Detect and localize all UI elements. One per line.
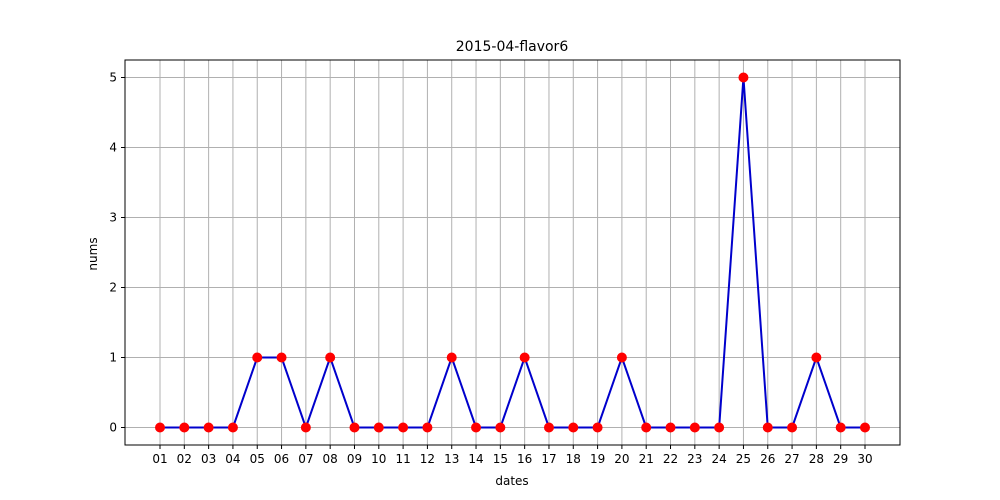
data-point [811, 352, 822, 363]
y-tick-label: 3 [109, 211, 117, 225]
x-tick-label: 14 [468, 452, 483, 466]
x-tick-label: 06 [274, 452, 289, 466]
data-point [300, 422, 311, 433]
data-point [543, 422, 554, 433]
x-tick-label: 24 [711, 452, 726, 466]
data-point [325, 352, 336, 363]
x-tick-label: 11 [395, 452, 410, 466]
data-point [641, 422, 652, 433]
data-point [446, 352, 457, 363]
x-tick-label: 17 [541, 452, 556, 466]
grid-lines [125, 60, 900, 445]
x-tick-label: 10 [371, 452, 386, 466]
x-tick-label: 04 [225, 452, 240, 466]
y-tick-label: 2 [109, 281, 117, 295]
x-tick-label: 21 [639, 452, 654, 466]
data-point [568, 422, 579, 433]
y-tick-label: 1 [109, 351, 117, 365]
x-tick-label: 13 [444, 452, 459, 466]
data-point [787, 422, 798, 433]
data-point [179, 422, 190, 433]
data-point [398, 422, 409, 433]
data-point [203, 422, 214, 433]
data-point [227, 422, 238, 433]
plot-frame [124, 59, 901, 446]
y-tick-label: 0 [109, 421, 117, 435]
x-tick-label: 12 [420, 452, 435, 466]
x-axis-ticks: 01 02 03 04 05 06 07 08 09 10 11 12 13 14 15 16 17 18 19 20… [152, 445, 873, 466]
x-tick-label: 08 [323, 452, 338, 466]
data-point [495, 422, 506, 433]
x-tick-label: 02 [177, 452, 192, 466]
x-tick-label: 15 [493, 452, 508, 466]
y-axis-ticks: 0 1 2 3 4 5 [109, 71, 125, 435]
x-tick-label: 29 [833, 452, 848, 466]
data-point [616, 352, 627, 363]
x-tick-label: 07 [298, 452, 313, 466]
x-axis-label: dates [495, 474, 528, 488]
x-tick-label: 01 [152, 452, 167, 466]
chart-title: 2015-04-flavor6 [456, 39, 569, 55]
y-tick-label: 4 [109, 141, 117, 155]
data-point [422, 422, 433, 433]
x-tick-label: 18 [566, 452, 581, 466]
x-tick-label: 28 [809, 452, 824, 466]
x-tick-label: 09 [347, 452, 362, 466]
data-markers [155, 72, 870, 433]
data-point [349, 422, 360, 433]
x-tick-label: 26 [760, 452, 775, 466]
x-tick-label: 23 [687, 452, 702, 466]
data-point [592, 422, 603, 433]
data-point [762, 422, 773, 433]
data-point [373, 422, 384, 433]
data-point [835, 422, 846, 433]
data-point [519, 352, 530, 363]
y-axis-label: nums [86, 237, 100, 270]
data-point [689, 422, 700, 433]
data-point [714, 422, 725, 433]
x-tick-label: 19 [590, 452, 605, 466]
x-tick-label: 20 [614, 452, 629, 466]
y-tick-label: 5 [109, 71, 117, 85]
data-point [665, 422, 676, 433]
data-point [155, 422, 165, 433]
x-tick-label: 30 [857, 452, 872, 466]
x-tick-label: 03 [201, 452, 216, 466]
data-point [471, 422, 482, 433]
x-tick-label: 05 [250, 452, 265, 466]
data-point [738, 72, 749, 83]
x-tick-label: 27 [784, 452, 799, 466]
data-point [252, 352, 263, 363]
data-point [276, 352, 287, 363]
x-tick-label: 22 [663, 452, 678, 466]
x-tick-label: 16 [517, 452, 532, 466]
x-tick-label: 25 [736, 452, 751, 466]
data-point [860, 422, 870, 433]
